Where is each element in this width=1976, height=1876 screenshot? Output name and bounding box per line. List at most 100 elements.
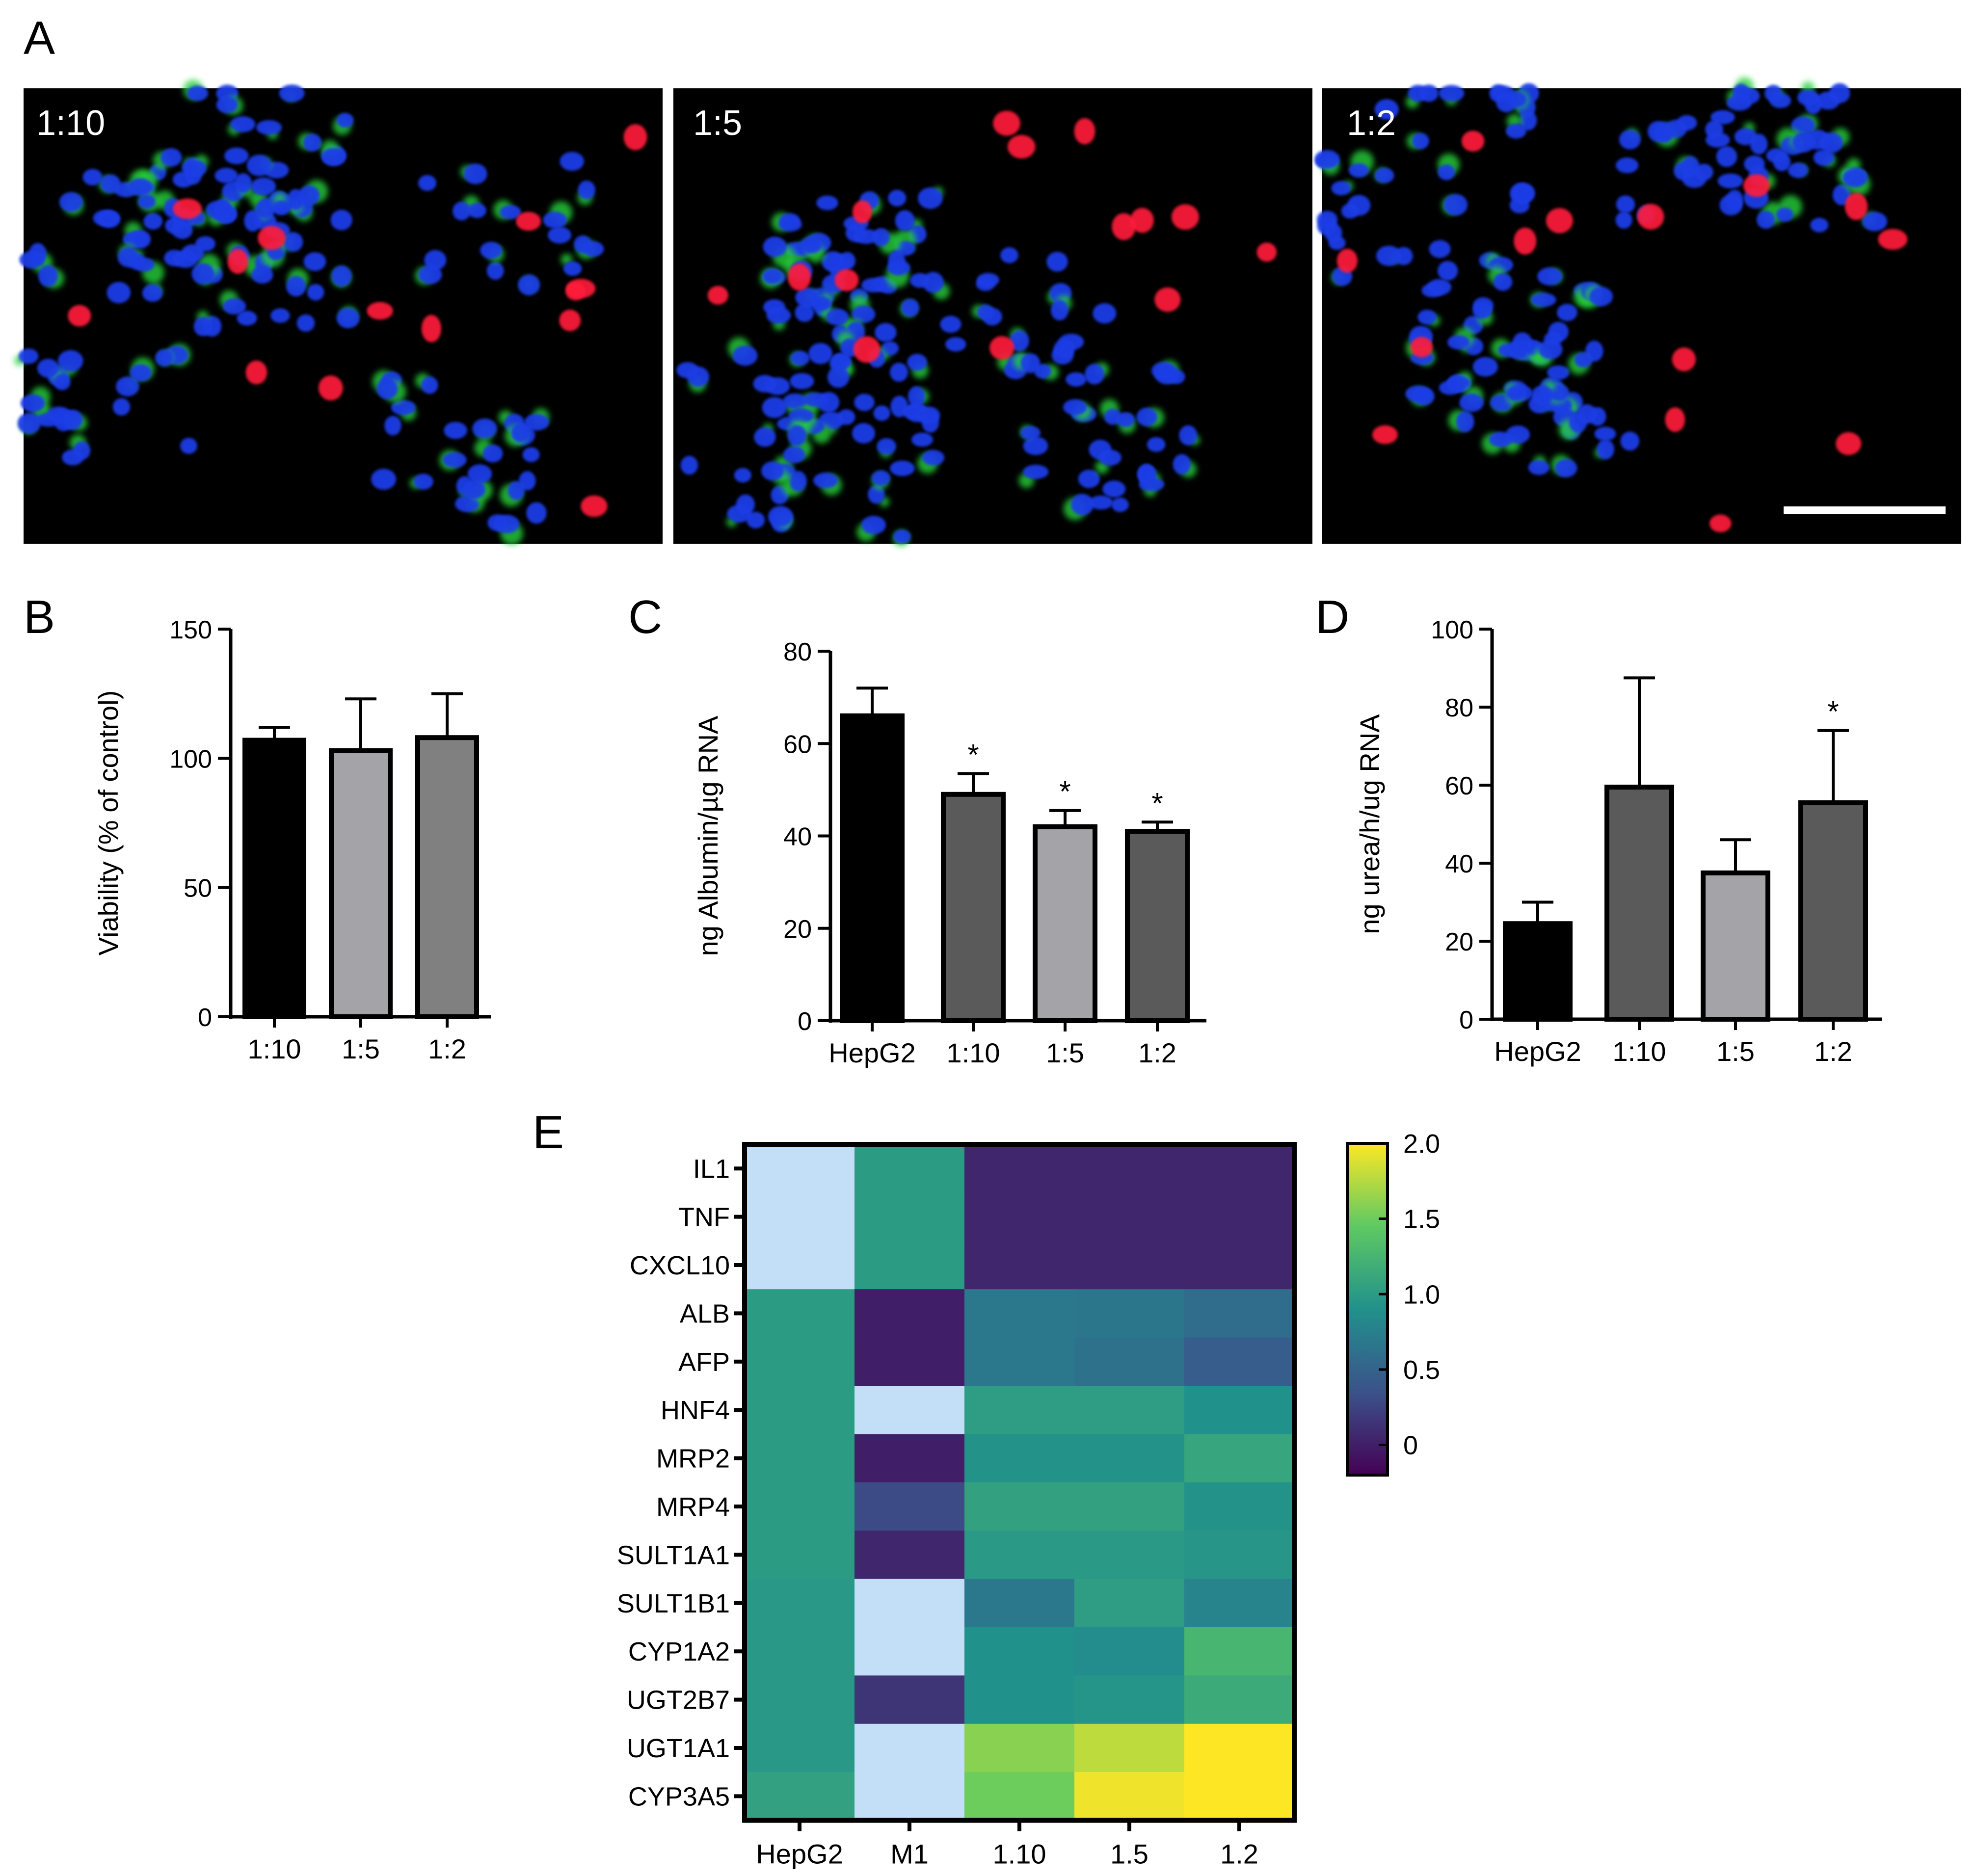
- nucleus: [486, 262, 504, 280]
- nucleus: [1744, 155, 1765, 173]
- x-tick-label: 1:10: [947, 1037, 1000, 1068]
- heatmap-cell: [1074, 1675, 1185, 1724]
- nucleus: [1615, 211, 1632, 229]
- nucleus: [1792, 132, 1815, 153]
- heatmap-cell: [854, 1289, 965, 1338]
- bar-1:5: [1033, 824, 1097, 1024]
- nucleus: [1437, 261, 1458, 281]
- heatmap-cell: [1074, 1579, 1185, 1628]
- nucleus: [524, 414, 549, 431]
- nucleus: [1694, 163, 1713, 181]
- panel-letter-e: E: [533, 1106, 564, 1159]
- nucleus: [1791, 116, 1816, 135]
- nucleus: [1023, 465, 1049, 479]
- nucleus: [778, 217, 802, 232]
- nucleus: [424, 250, 447, 270]
- nucleus: [1000, 247, 1018, 264]
- nucleus: [98, 211, 119, 226]
- nucleus: [907, 353, 928, 371]
- nucleus: [1620, 431, 1640, 451]
- nucleus: [1151, 362, 1176, 380]
- x-tick-label: 1:2: [428, 1033, 466, 1064]
- y-tick-label: 100: [169, 745, 212, 773]
- nucleus: [303, 133, 322, 152]
- nucleus: [1665, 120, 1687, 138]
- nucleus: [1557, 304, 1577, 321]
- nucleus: [1316, 211, 1338, 229]
- nucleus: [889, 363, 908, 382]
- red-cell: [834, 269, 859, 291]
- heatmap-cell: [854, 1723, 965, 1772]
- nucleus: [853, 229, 879, 244]
- nucleus: [910, 273, 930, 288]
- micrograph-1-10: 1:10: [14, 79, 663, 545]
- nucleus: [813, 473, 838, 488]
- nucleus: [237, 311, 257, 326]
- nucleus: [467, 464, 492, 484]
- row-label: ALB: [680, 1299, 730, 1328]
- nucleus: [676, 362, 699, 378]
- nucleus: [1443, 194, 1468, 216]
- nucleus: [1376, 245, 1402, 266]
- nucleus: [270, 308, 290, 323]
- nucleus: [753, 375, 776, 393]
- nucleus: [1615, 157, 1639, 173]
- nucleus: [17, 413, 41, 434]
- x-tick-label: HepG2: [828, 1037, 915, 1068]
- red-cell: [245, 360, 267, 385]
- red-cell: [1007, 135, 1036, 159]
- nucleus: [180, 438, 197, 454]
- red-cell: [1637, 204, 1664, 230]
- nucleus: [819, 411, 844, 430]
- nucleus: [63, 409, 83, 430]
- colorbar: [1346, 1142, 1389, 1477]
- nucleus: [1136, 407, 1157, 426]
- nucleus: [762, 268, 782, 285]
- nucleus: [1764, 84, 1782, 102]
- nucleus: [1341, 203, 1359, 219]
- bar-1:10: [1604, 784, 1674, 1022]
- micrograph-cells: [1314, 77, 1908, 532]
- micrograph-panel: 1:10 1:5 1:2: [14, 77, 1961, 547]
- x-tick-label: HepG2: [1494, 1036, 1581, 1067]
- nucleus: [918, 187, 943, 209]
- red-cell: [852, 200, 873, 224]
- nucleus: [560, 152, 584, 171]
- nucleus: [875, 323, 897, 342]
- y-axis-label: Viability (% of control): [93, 690, 124, 956]
- nucleus: [1528, 460, 1549, 475]
- x-tick-label: 1:10: [1613, 1036, 1666, 1067]
- nucleus: [1577, 404, 1597, 424]
- red-cell: [1154, 287, 1181, 312]
- heatmap-cell: [1184, 1241, 1295, 1290]
- nucleus: [732, 345, 758, 366]
- nucleus: [1447, 335, 1470, 350]
- nucleus: [977, 273, 1000, 287]
- nucleus: [251, 177, 276, 196]
- nucleus: [171, 221, 193, 239]
- nucleus: [754, 427, 776, 447]
- nucleus: [143, 212, 163, 230]
- nucleus: [817, 392, 840, 413]
- nucleus: [214, 168, 238, 184]
- red-cell: [173, 198, 202, 219]
- row-label: MRP4: [656, 1492, 730, 1522]
- nucleus: [480, 241, 503, 259]
- nucleus: [421, 376, 438, 394]
- x-tick-label: 1:10: [248, 1033, 301, 1064]
- red-cell: [989, 336, 1015, 360]
- nucleus: [1705, 120, 1723, 139]
- nucleus: [868, 485, 885, 504]
- nucleus: [1111, 497, 1129, 512]
- chart-heatmap: IL1 TNF CXCL10 ALB AFP HNF4 MRP2 MRP4 SULT1A1 SUL…: [617, 1129, 1440, 1870]
- x-tick-label: 1:2: [1814, 1036, 1852, 1067]
- nucleus: [548, 226, 571, 244]
- y-tick-label: 0: [798, 1007, 812, 1036]
- heatmap-cell: [1074, 1723, 1185, 1772]
- nucleus: [543, 211, 567, 229]
- heatmap-cell: [854, 1772, 965, 1821]
- nucleus: [1472, 357, 1498, 377]
- nucleus: [1717, 173, 1743, 188]
- red-cell: [1743, 174, 1770, 197]
- row-label: UGT1A1: [627, 1734, 730, 1763]
